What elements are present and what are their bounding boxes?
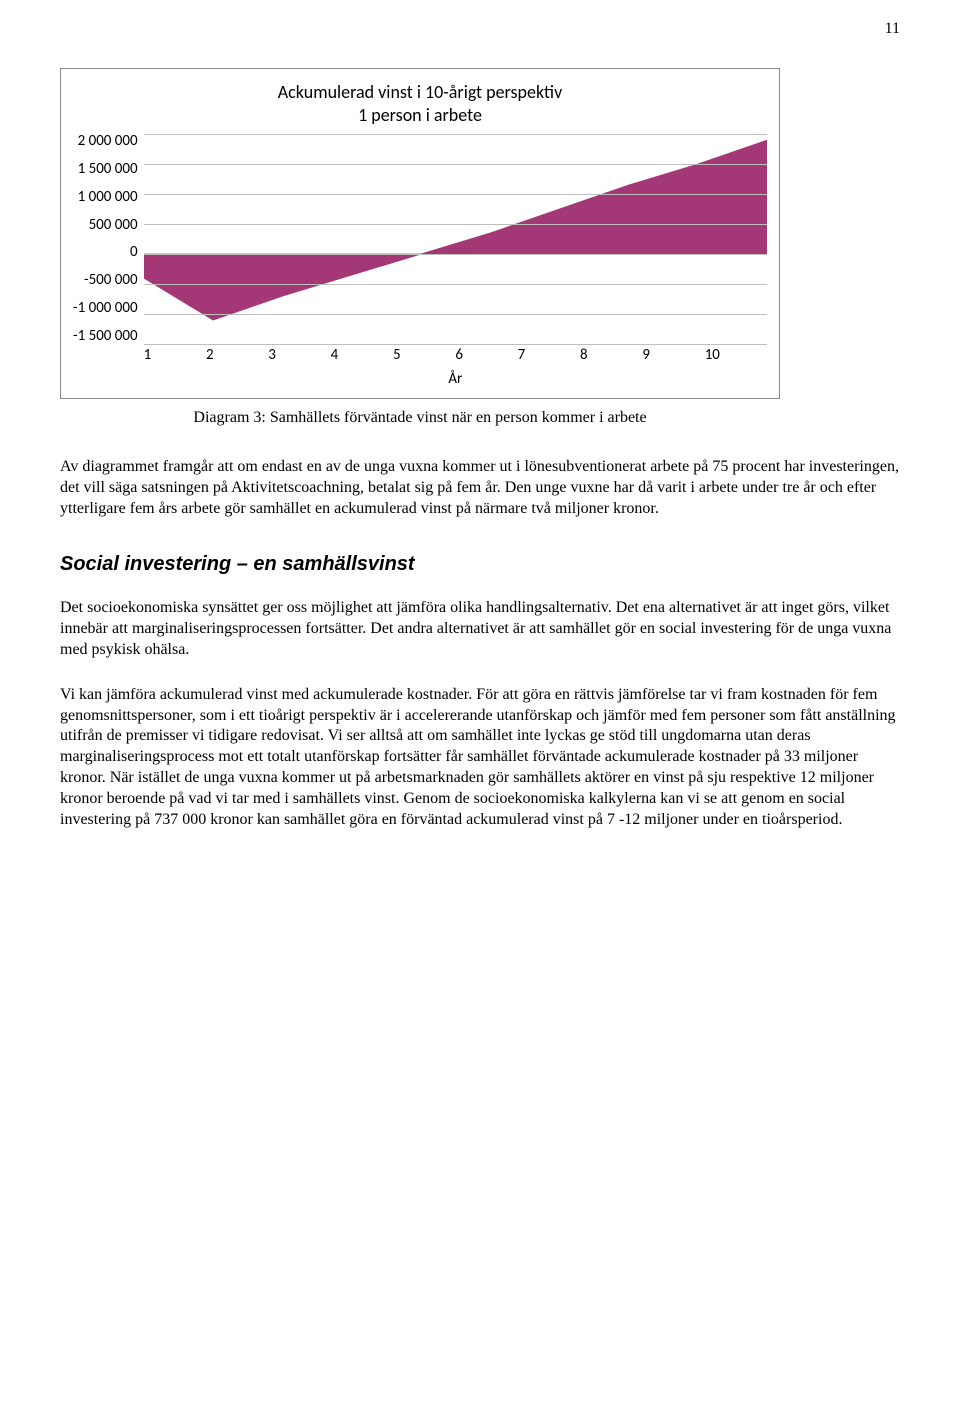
y-axis: 2 000 000 1 500 000 1 000 000 500 000 0 -500 …: [73, 134, 144, 344]
x-tick: 3: [268, 346, 330, 364]
gridline: [144, 164, 767, 165]
gridline: [144, 194, 767, 195]
gridline: [144, 224, 767, 225]
paragraph-1: Av diagrammet framgår att om endast en a…: [60, 457, 900, 519]
y-tick: 1 000 000: [78, 190, 138, 205]
chart-title-line1: Ackumulerad vinst i 10-årigt perspektiv: [278, 81, 562, 103]
x-tick: 9: [642, 346, 704, 364]
paragraph-3: Vi kan jämföra ackumulerad vinst med ack…: [60, 685, 900, 831]
gridline: [144, 134, 767, 135]
diagram-caption: Diagram 3: Samhällets förväntade vinst n…: [60, 409, 780, 427]
x-tick: 2: [206, 346, 268, 364]
page-number: 11: [60, 20, 900, 38]
x-tick: 4: [331, 346, 393, 364]
x-tick: 7: [518, 346, 580, 364]
gridline: [144, 314, 767, 315]
paragraph-2: Det socioekonomiska synsättet ger oss mö…: [60, 598, 900, 660]
y-tick: 500 000: [89, 218, 138, 233]
x-tick: 1: [144, 346, 206, 364]
y-tick: 1 500 000: [78, 162, 138, 177]
plot: [144, 134, 767, 344]
chart-container: Ackumulerad vinst i 10-årigt perspektiv …: [60, 68, 780, 399]
section-heading: Social investering – en samhällsvinst: [60, 553, 900, 576]
y-tick: 0: [130, 245, 138, 260]
x-axis-label: År: [144, 370, 767, 388]
plot-column: 12345678910 År: [144, 134, 767, 388]
chart-area: 2 000 000 1 500 000 1 000 000 500 000 0 -500 …: [73, 134, 767, 388]
y-tick: -1 000 000: [73, 301, 138, 316]
chart-title-line2: 1 person i arbete: [358, 104, 482, 126]
y-tick: -1 500 000: [73, 329, 138, 344]
chart-title: Ackumulerad vinst i 10-årigt perspektiv …: [73, 81, 767, 126]
x-tick: 6: [455, 346, 517, 364]
x-tick: 8: [580, 346, 642, 364]
x-tick: 10: [705, 346, 767, 364]
y-tick: -500 000: [84, 273, 138, 288]
x-tick: 5: [393, 346, 455, 364]
x-axis: 12345678910: [144, 346, 767, 364]
gridline: [144, 254, 767, 255]
area-chart-svg: [144, 134, 767, 344]
y-tick: 2 000 000: [78, 134, 138, 149]
gridline: [144, 344, 767, 345]
gridline: [144, 284, 767, 285]
area-series: [144, 140, 767, 320]
